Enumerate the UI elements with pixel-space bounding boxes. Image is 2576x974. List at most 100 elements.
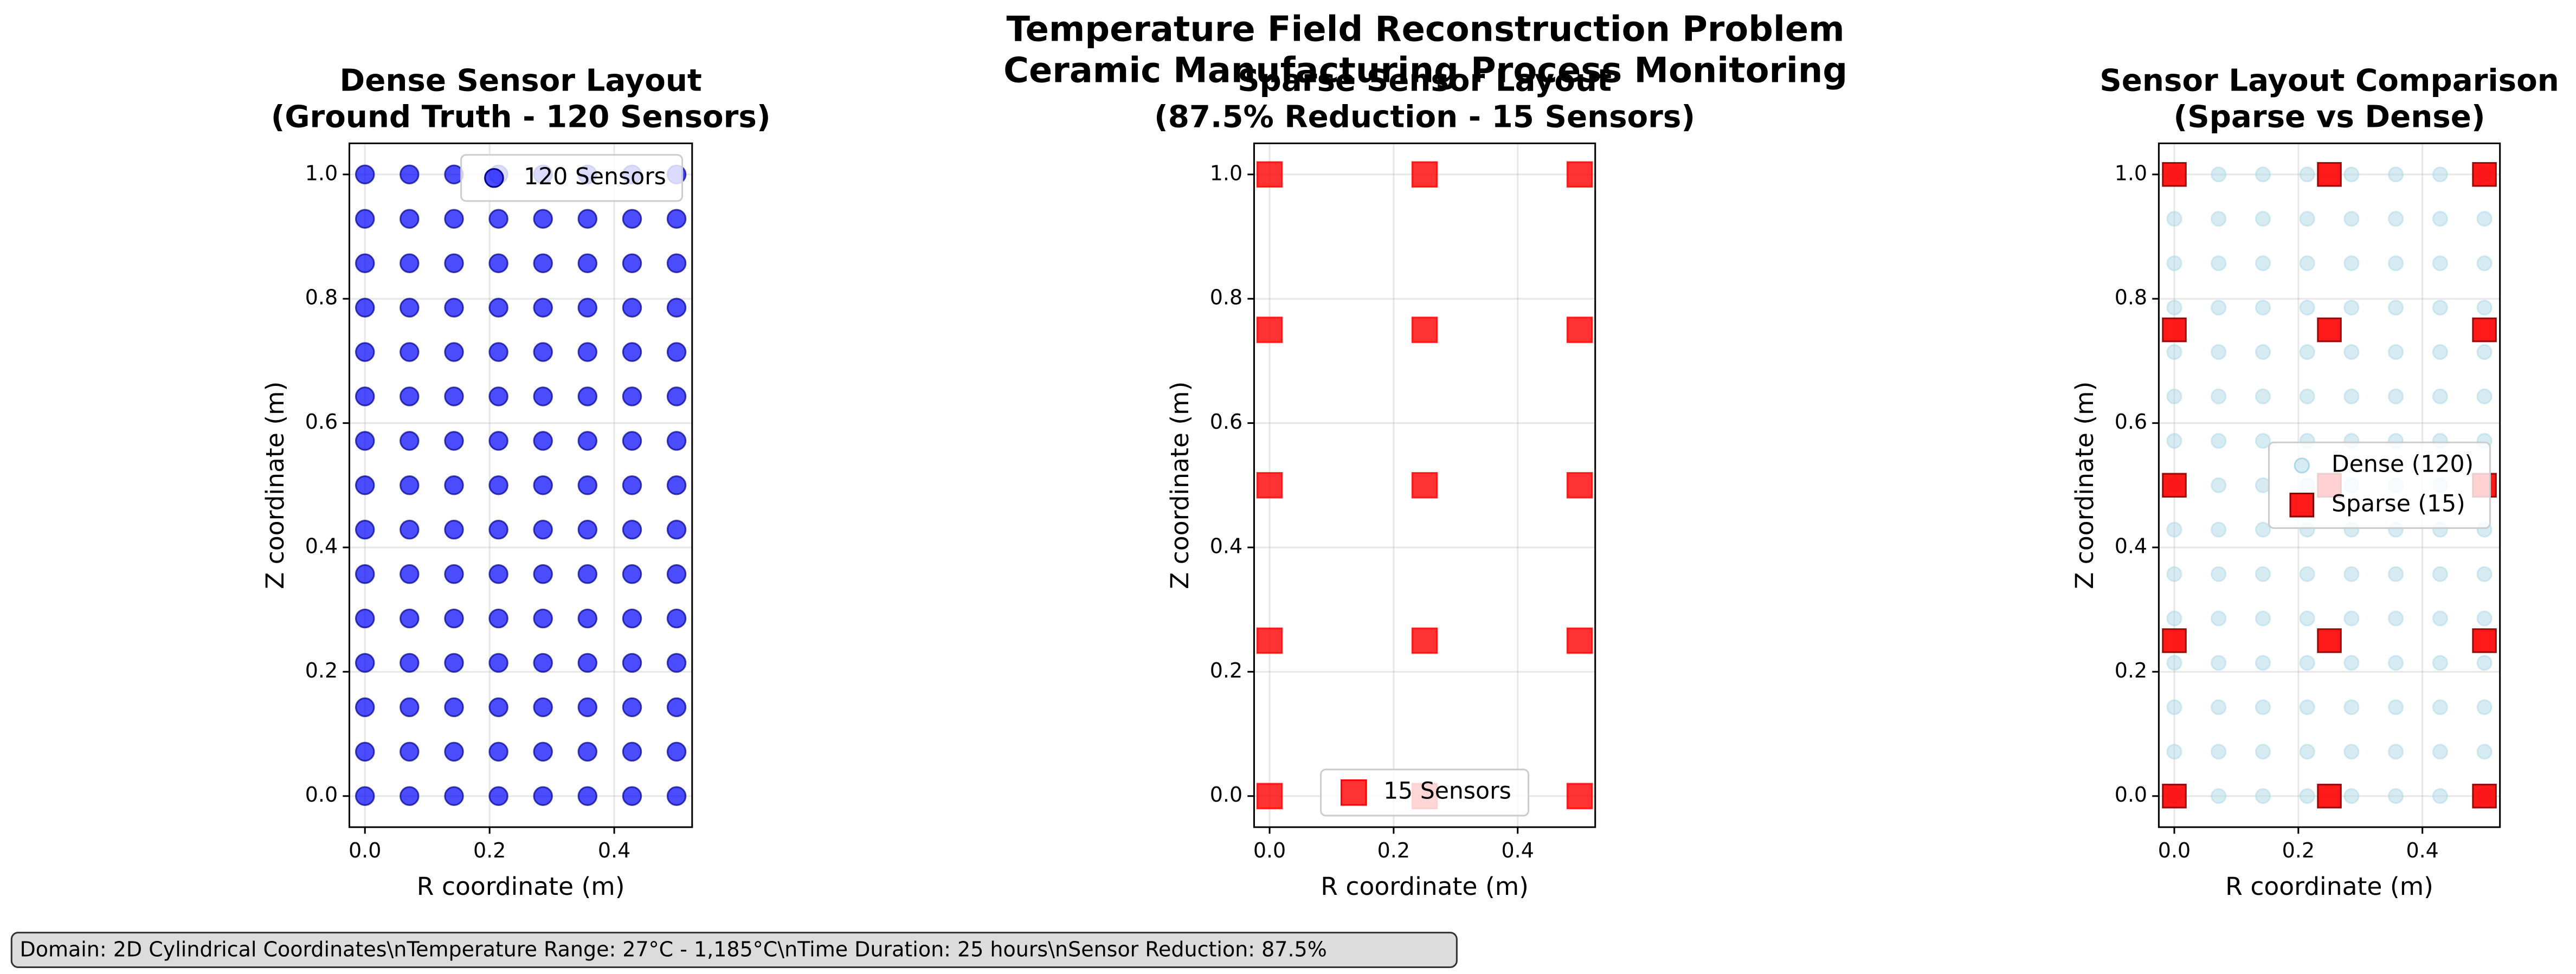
y-tick-label: 0.8: [305, 286, 338, 309]
point: [400, 564, 420, 584]
y-tick-label: 0.0: [1210, 783, 1242, 807]
point: [1566, 161, 1593, 188]
point: [400, 608, 420, 629]
point: [533, 386, 553, 407]
axes-frame: [1253, 142, 1596, 828]
point: [2211, 521, 2227, 538]
point: [2299, 788, 2315, 804]
point: [2343, 166, 2360, 183]
x-axis-label: R coordinate (m): [2225, 872, 2433, 901]
point: [533, 653, 553, 673]
point: [2166, 610, 2182, 627]
point: [666, 209, 687, 229]
point: [444, 431, 464, 451]
point: [2211, 610, 2227, 627]
point: [2162, 783, 2187, 809]
point: [622, 697, 642, 718]
point: [2211, 744, 2227, 760]
point: [400, 653, 420, 673]
point: [2432, 166, 2448, 183]
point: [2162, 628, 2187, 653]
y-tick-label: 0.2: [2115, 659, 2147, 682]
point: [488, 342, 508, 362]
point: [2299, 388, 2315, 404]
y-tick-label: 0.0: [2115, 783, 2147, 807]
point: [533, 431, 553, 451]
point: [400, 697, 420, 718]
legend-box: [2268, 441, 2491, 529]
y-tick-label: 0.8: [1210, 286, 1242, 309]
point: [2476, 566, 2493, 582]
point: [488, 386, 508, 407]
point: [1256, 783, 1283, 810]
point: [400, 475, 420, 495]
point: [577, 653, 598, 673]
point: [488, 653, 508, 673]
y-tick-label: 1.0: [1210, 161, 1242, 185]
point: [2343, 655, 2360, 671]
point: [2432, 655, 2448, 671]
point: [2343, 388, 2360, 404]
point: [2343, 610, 2360, 627]
point: [2255, 388, 2271, 404]
axes-frame: [348, 142, 693, 828]
point: [622, 608, 642, 629]
point: [2166, 433, 2182, 449]
point: [533, 298, 553, 318]
x-tick-label: 0.4: [2406, 838, 2438, 862]
point: [444, 786, 464, 806]
point: [1566, 627, 1593, 654]
y-tick-label: 0.6: [1210, 410, 1242, 434]
point: [488, 519, 508, 540]
y-tick-label: 1.0: [305, 161, 338, 185]
point: [355, 786, 375, 806]
point: [2299, 255, 2315, 272]
point: [2387, 255, 2404, 272]
point: [355, 298, 375, 318]
chart-title: (Ground Truth - 120 Sensors): [271, 100, 771, 135]
point: [355, 608, 375, 629]
point: [2255, 744, 2271, 760]
point: [355, 386, 375, 407]
point: [666, 697, 687, 718]
point: [2211, 166, 2227, 183]
point: [577, 298, 598, 318]
point: [622, 386, 642, 407]
point: [2299, 344, 2315, 360]
point: [2343, 744, 2360, 760]
legend-marker: [2294, 457, 2310, 474]
x-tick-label: 0.4: [598, 838, 630, 862]
point: [2472, 317, 2497, 343]
axes-frame: [2158, 142, 2501, 828]
point: [2317, 628, 2342, 653]
point: [2211, 388, 2227, 404]
point: [400, 786, 420, 806]
point: [1411, 161, 1438, 188]
point: [488, 564, 508, 584]
point: [2387, 344, 2404, 360]
point: [577, 475, 598, 495]
point: [666, 741, 687, 762]
point: [444, 608, 464, 629]
x-tick-label: 0.2: [2282, 838, 2315, 862]
point: [400, 298, 420, 318]
point: [2387, 388, 2404, 404]
point: [2387, 211, 2404, 227]
point: [622, 342, 642, 362]
x-axis-label: R coordinate (m): [417, 872, 625, 901]
note: Domain: 2D Cylindrical Coordinates\nTemp…: [20, 938, 1326, 962]
point: [2255, 166, 2271, 183]
chart-title: (Sparse vs Dense): [2174, 100, 2485, 135]
point: [533, 519, 553, 540]
point: [533, 342, 553, 362]
point: [488, 741, 508, 762]
point: [666, 786, 687, 806]
point: [2166, 255, 2182, 272]
point: [533, 608, 553, 629]
chart-title: (87.5% Reduction - 15 Sensors): [1154, 100, 1695, 135]
legend-marker: [1341, 779, 1367, 806]
point: [2299, 566, 2315, 582]
point: [355, 697, 375, 718]
point: [2299, 300, 2315, 316]
point: [2387, 566, 2404, 582]
